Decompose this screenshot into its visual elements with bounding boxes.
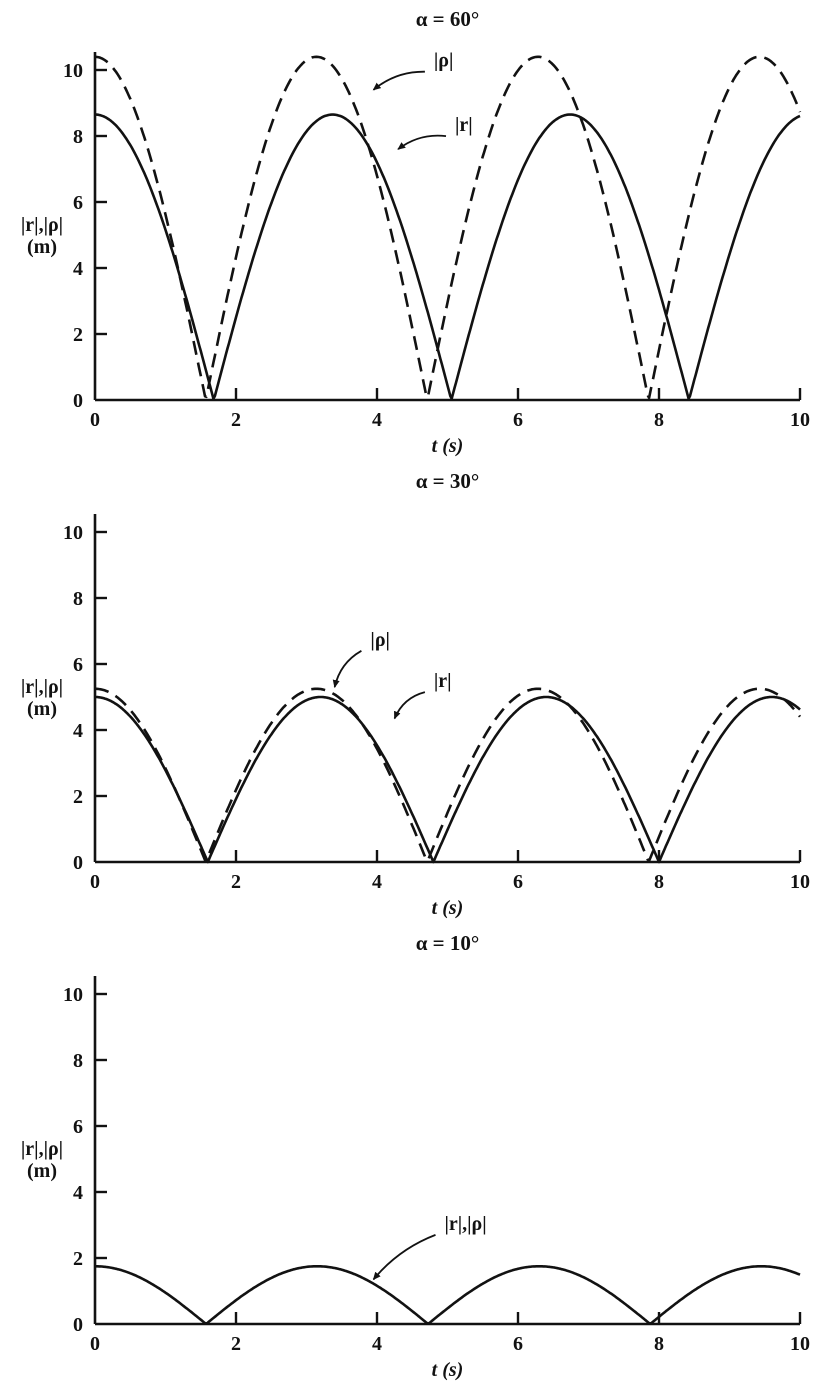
y-tick-label: 10 xyxy=(63,60,83,82)
y-tick-label: 2 xyxy=(73,324,83,346)
annotation-arrow-1 xyxy=(393,691,426,720)
y-tick-label: 4 xyxy=(73,720,83,742)
x-tick-label: 6 xyxy=(513,409,523,431)
curve-0 xyxy=(95,1265,801,1325)
x-tick-label: 0 xyxy=(90,1333,100,1355)
y-axis-label-units: (m) xyxy=(27,236,57,258)
y-tick-label: 6 xyxy=(73,192,83,214)
x-tick-label: 4 xyxy=(372,1333,382,1355)
x-tick-label: 10 xyxy=(790,1333,810,1355)
y-tick-label: 0 xyxy=(73,852,83,874)
curve-1 xyxy=(95,113,801,400)
curve-0 xyxy=(95,687,802,863)
x-tick-label: 8 xyxy=(654,409,664,431)
chart-alpha-10: α = 10° 0 2 4 6 8 10 0 2 4 6 8 10 |r|,|ρ| (m) t (s) |r|,… xyxy=(0,924,825,1386)
y-tick-label: 10 xyxy=(63,984,83,1006)
chart-svg-alpha-30: α = 30° 0 2 4 6 8 10 0 2 4 6 8 10 |r|,|ρ|(m) t (s) |ρ| |… xyxy=(21,469,810,919)
chart-title: α = 60° xyxy=(416,7,480,31)
annotation-arrow-0 xyxy=(332,650,362,689)
y-tick-label: 8 xyxy=(73,1050,83,1072)
x-tick-label: 2 xyxy=(231,1333,241,1355)
curve-0 xyxy=(94,55,802,400)
chart-alpha-30: α = 30° 0 2 4 6 8 10 0 2 4 6 8 10 |r|,|ρ| (m) t (s) |ρ| |… xyxy=(0,462,825,924)
y-tick-label: 6 xyxy=(73,1116,83,1138)
y-axis-label-units: (m) xyxy=(27,698,57,720)
y-tick-label: 0 xyxy=(73,390,83,412)
chart-title: α = 10° xyxy=(416,931,480,955)
annotation-label-0: |ρ| xyxy=(434,50,454,72)
x-tick-label: 4 xyxy=(372,409,382,431)
annotation-arrow-0 xyxy=(372,70,425,91)
y-tick-label: 2 xyxy=(73,1248,83,1270)
y-tick-label: 2 xyxy=(73,786,83,808)
annotation-arrow-0 xyxy=(372,1234,436,1281)
y-tick-label: 6 xyxy=(73,654,83,676)
x-tick-label: 0 xyxy=(90,871,100,893)
x-tick-label: 6 xyxy=(513,1333,523,1355)
annotation-label-1: |r| xyxy=(434,670,452,692)
x-tick-label: 0 xyxy=(90,409,100,431)
x-tick-label: 10 xyxy=(790,871,810,893)
curve-1 xyxy=(95,695,801,864)
y-axis-label-units: (m) xyxy=(27,1160,57,1182)
y-tick-label: 4 xyxy=(73,1182,83,1204)
y-tick-label: 8 xyxy=(73,588,83,610)
x-tick-label: 2 xyxy=(231,409,241,431)
y-tick-label: 8 xyxy=(73,126,83,148)
annotation-label-1: |r| xyxy=(455,114,473,136)
x-tick-label: 6 xyxy=(513,871,523,893)
y-tick-label: 0 xyxy=(73,1314,83,1336)
chart-title: α = 30° xyxy=(416,469,480,493)
chart-alpha-60: α = 60° 0 2 4 6 8 10 0 2 4 6 8 10 |r|,|ρ| (m) t (s) |ρ| |… xyxy=(0,0,825,462)
annotation-label-0: |r|,|ρ| xyxy=(444,1213,486,1235)
x-tick-label: 2 xyxy=(231,871,241,893)
chart-svg-alpha-60: α = 60° 0 2 4 6 8 10 0 2 4 6 8 10 |r|,|ρ|(m) t (s) |ρ| |… xyxy=(21,7,810,457)
x-axis-label: t (s) xyxy=(432,897,464,919)
x-tick-label: 10 xyxy=(790,409,810,431)
y-tick-label: 4 xyxy=(73,258,83,280)
annotation-arrow-1 xyxy=(397,134,447,150)
y-axis-label: |r|,|ρ| xyxy=(21,676,63,698)
y-tick-label: 10 xyxy=(63,522,83,544)
x-axis-label: t (s) xyxy=(432,435,464,457)
x-tick-label: 8 xyxy=(654,1333,664,1355)
annotation-label-0: |ρ| xyxy=(370,629,390,651)
x-axis-label: t (s) xyxy=(432,1359,464,1381)
y-axis-label: |r|,|ρ| xyxy=(21,214,63,236)
x-tick-label: 8 xyxy=(654,871,664,893)
x-tick-label: 4 xyxy=(372,871,382,893)
y-axis-label: |r|,|ρ| xyxy=(21,1138,63,1160)
